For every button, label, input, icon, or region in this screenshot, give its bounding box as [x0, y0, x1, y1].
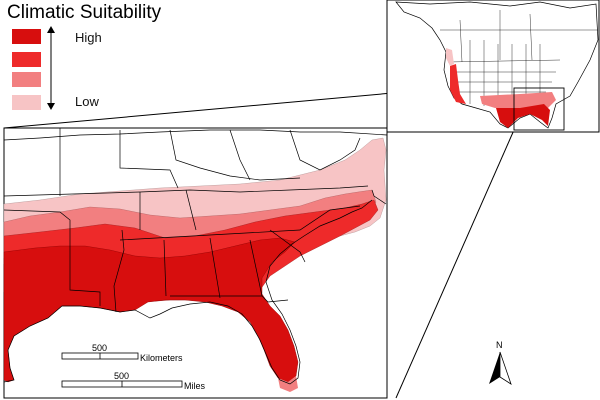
scale-mi-unit: Miles	[184, 381, 206, 391]
inset-extent-rectangle	[513, 87, 565, 131]
main-map	[3, 127, 388, 399]
inset-suitability-west-light	[446, 48, 454, 66]
legend-arrow	[47, 26, 55, 110]
inset-suitability-west	[450, 64, 466, 104]
scale-mi-value: 500	[114, 371, 130, 381]
scale-bar-kilometers	[61, 352, 139, 360]
legend-title: Climatic Suitability	[7, 2, 162, 23]
state-boundaries	[3, 128, 388, 313]
legend-low-label: Low	[75, 94, 99, 109]
suitability-zone-florida-tip	[278, 376, 298, 392]
inset-suitability-southeast	[496, 104, 550, 128]
legend-swatch-very-high	[12, 29, 41, 44]
legend-swatch-medium	[12, 72, 41, 87]
scale-bar-miles	[61, 380, 183, 388]
scale-km-value: 500	[92, 343, 108, 353]
north-arrow-icon	[489, 351, 512, 385]
legend-swatch-low	[12, 95, 41, 110]
coastline	[3, 189, 387, 385]
inset-map	[386, 0, 600, 133]
north-arrow-label: N	[496, 340, 503, 350]
inset-state-borders	[440, 10, 598, 112]
scale-km-unit: Kilometers	[140, 353, 183, 363]
legend-high-label: High	[75, 30, 102, 45]
legend-swatch-high	[12, 52, 41, 67]
extent-connector-lines	[3, 87, 515, 399]
